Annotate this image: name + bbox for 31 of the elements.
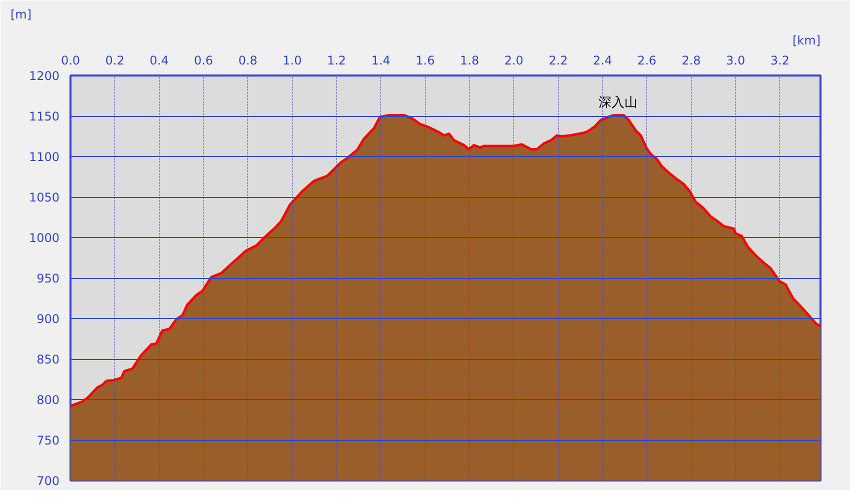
y-tick-label: 1050	[28, 190, 60, 204]
x-tick-label: 3.2	[770, 54, 790, 68]
x-axis-title: [km]	[792, 34, 821, 48]
y-tick-label: 750	[36, 434, 60, 448]
x-tick-label: 1.6	[416, 54, 435, 68]
x-tick-label: 0.4	[150, 54, 169, 68]
x-tick-label: 1.0	[282, 54, 302, 68]
x-tick-label: 1.8	[460, 54, 480, 68]
x-tick-label: 2.0	[504, 54, 524, 68]
y-tick-label: 800	[36, 393, 60, 407]
y-tick-label: 950	[36, 272, 60, 286]
annotation: 深入山	[598, 95, 638, 110]
x-tick-label: 0.2	[105, 54, 124, 68]
x-tick-label: 2.8	[682, 54, 701, 68]
x-tick-label: 2.4	[593, 54, 612, 68]
x-tick-label: 2.2	[548, 54, 568, 68]
x-tick-label: 1.2	[326, 54, 346, 68]
x-tick-label: 0.0	[60, 54, 80, 68]
y-tick-label: 1100	[28, 150, 60, 164]
x-tick-label: 1.4	[371, 54, 390, 68]
y-tick-label: 850	[36, 352, 60, 366]
y-tick-label: 900	[36, 312, 60, 326]
y-tick-label: 1150	[28, 110, 60, 124]
y-tick-label: 1200	[28, 69, 60, 83]
y-axis-title: [m]	[10, 8, 32, 22]
y-tick-label: 1000	[28, 231, 60, 245]
x-tick-label: 0.6	[194, 54, 214, 68]
y-tick-label: 700	[36, 474, 60, 488]
x-tick-label: 3.0	[726, 54, 746, 68]
x-tick-label: 0.8	[238, 54, 258, 68]
x-tick-label: 2.6	[637, 54, 656, 68]
